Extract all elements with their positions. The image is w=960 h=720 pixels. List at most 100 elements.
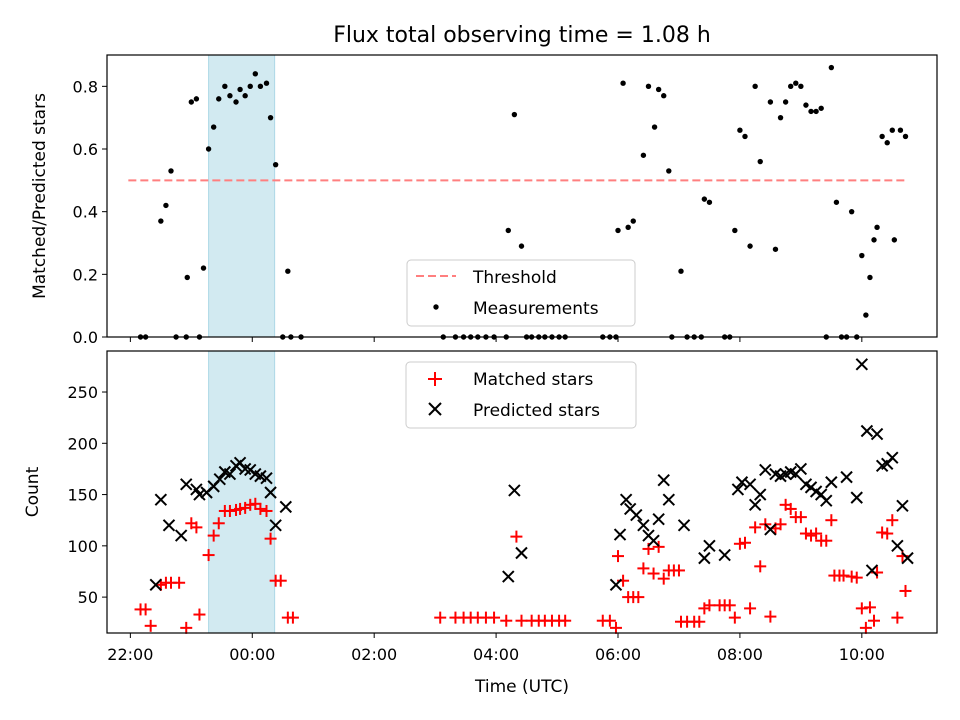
x-axis-label: Time (UTC) bbox=[474, 677, 569, 697]
matched-star-point bbox=[202, 549, 215, 562]
measurement-point bbox=[752, 83, 758, 90]
matched-star-point bbox=[260, 504, 273, 517]
predicted-star-point bbox=[731, 483, 745, 496]
measurement-point bbox=[163, 202, 169, 209]
x-b bbox=[269, 519, 282, 532]
predicted-star-point bbox=[820, 494, 833, 507]
x-b bbox=[508, 484, 521, 497]
matched-star-point bbox=[144, 619, 157, 632]
matched-star-point bbox=[825, 514, 838, 527]
matched-star-point bbox=[603, 614, 616, 627]
x-b bbox=[609, 578, 623, 592]
predicted-star-point bbox=[891, 539, 904, 553]
x-tick-label: 00:00 bbox=[229, 645, 275, 664]
matched-star-point bbox=[886, 514, 899, 527]
x-b bbox=[677, 519, 691, 532]
measurement-point bbox=[678, 268, 684, 274]
measurement-point bbox=[227, 93, 233, 99]
x-b bbox=[731, 483, 745, 496]
predicted-star-point bbox=[754, 488, 767, 501]
matched-star-point bbox=[139, 603, 152, 616]
x-b bbox=[799, 478, 813, 491]
predicted-star-point bbox=[840, 470, 853, 484]
measurement-point bbox=[813, 108, 819, 115]
top-panel: 0.0 0.2 0.4 0.6 0.8 Threshold Measurements bbox=[73, 54, 938, 347]
matched-star-point bbox=[881, 527, 894, 540]
x-b bbox=[657, 474, 670, 487]
legend-measurements-label: Measurements bbox=[473, 299, 599, 319]
measurement-point bbox=[655, 86, 662, 93]
measurement-point bbox=[210, 124, 217, 130]
predicted-star-point bbox=[260, 471, 273, 485]
matched-star-point bbox=[180, 621, 193, 634]
matched-star-point bbox=[264, 532, 277, 545]
bottom-panel: 50 100 150 200 250 22:00 00:00 02:00 04:00 06:00 0… bbox=[67, 350, 938, 664]
measurement-point bbox=[767, 99, 774, 105]
matched-star-point bbox=[754, 560, 767, 573]
matched-star-point bbox=[657, 572, 670, 585]
chart-title: Flux total observing time = 1.08 h bbox=[333, 23, 711, 48]
matched-star-point bbox=[488, 611, 501, 624]
bottom-legend: Matched stars Predicted stars bbox=[405, 361, 637, 429]
measurement-point bbox=[247, 83, 253, 90]
x-b bbox=[623, 502, 637, 516]
y-tick-label: 100 bbox=[67, 537, 98, 556]
measurement-point bbox=[193, 96, 200, 102]
measurement-point bbox=[808, 108, 814, 115]
bottom-axes-layer: 50 100 150 200 250 22:00 00:00 02:00 04:00 06:00 0… bbox=[67, 350, 938, 664]
measurement-point bbox=[874, 224, 880, 231]
top-y-axis-label: Matched/Predicted stars bbox=[30, 93, 50, 299]
matched-star-point bbox=[703, 599, 716, 612]
matched-star-point bbox=[876, 526, 889, 539]
predicted-star-point bbox=[901, 551, 914, 565]
predicted-star-point bbox=[279, 500, 293, 514]
top-points-layer bbox=[137, 64, 909, 340]
predicted-star-point bbox=[619, 493, 633, 506]
legend-matched-marker bbox=[428, 372, 442, 386]
x-b bbox=[213, 472, 226, 486]
measurement-point bbox=[772, 246, 779, 252]
predicted-star-point bbox=[515, 546, 528, 560]
matched-star-point bbox=[738, 536, 751, 549]
x-b bbox=[502, 570, 515, 583]
x-tick-label: 22:00 bbox=[107, 645, 153, 664]
matched-star-point bbox=[820, 534, 833, 547]
y-tick-label: 0.2 bbox=[73, 265, 98, 284]
x-tick-label: 02:00 bbox=[351, 645, 397, 664]
x-b bbox=[809, 485, 823, 498]
y-tick-label: 150 bbox=[67, 486, 98, 505]
predicted-star-point bbox=[698, 551, 711, 565]
measurement-point bbox=[645, 83, 652, 90]
x-b bbox=[619, 493, 633, 506]
x-b bbox=[162, 519, 176, 532]
top-axes-frame bbox=[106, 54, 938, 338]
matched-star-point bbox=[249, 497, 262, 510]
matched-star-point bbox=[744, 602, 757, 615]
bottom-legend-frame bbox=[405, 361, 637, 429]
matched-star-point bbox=[723, 599, 736, 612]
x-b bbox=[860, 424, 874, 438]
measurement-point bbox=[640, 152, 647, 158]
measurement-point bbox=[158, 218, 164, 224]
predicted-star-point bbox=[886, 451, 899, 464]
predicted-star-point bbox=[652, 512, 665, 526]
x-tick-label: 06:00 bbox=[595, 645, 641, 664]
matched-star-point bbox=[749, 521, 762, 534]
bottom-axes-frame bbox=[106, 350, 938, 634]
x-b bbox=[901, 551, 914, 565]
measurement-point bbox=[884, 140, 890, 146]
x-b bbox=[759, 463, 772, 477]
measurement-point bbox=[863, 312, 869, 318]
measurement-point bbox=[630, 218, 636, 224]
x-b bbox=[190, 483, 203, 496]
measurement-point bbox=[661, 93, 667, 99]
measurement-point bbox=[793, 80, 799, 86]
x-b bbox=[260, 471, 273, 485]
predicted-star-point bbox=[647, 534, 660, 547]
measurement-point bbox=[651, 124, 658, 130]
measurement-point bbox=[871, 237, 877, 243]
x-b bbox=[652, 512, 665, 526]
measurement-point bbox=[848, 208, 855, 215]
matched-star-point bbox=[810, 527, 823, 540]
measurement-point bbox=[891, 237, 898, 243]
